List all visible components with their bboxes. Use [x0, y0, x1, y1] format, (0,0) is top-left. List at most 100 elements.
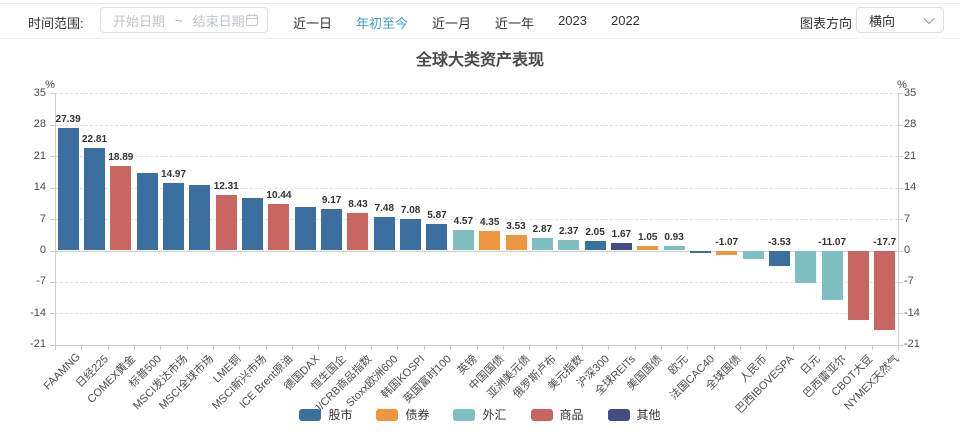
chart-direction-value: 横向: [869, 13, 896, 29]
bar-MSCI全球市场[interactable]: [189, 185, 211, 251]
gridline: [55, 187, 898, 189]
bar-美元指数[interactable]: [558, 239, 580, 251]
bar-巴西IBOVESPA[interactable]: [768, 250, 790, 267]
bar-value-label: 1.67: [611, 229, 632, 240]
bar-日经225[interactable]: [84, 148, 106, 251]
bar-欧元[interactable]: [663, 246, 685, 251]
legend-item-其他[interactable]: 其他: [607, 406, 661, 423]
date-range-separator: ~: [175, 12, 183, 28]
bar-ICE Brent原油[interactable]: [268, 203, 290, 251]
bar-value-label: 0.93: [664, 232, 684, 244]
y-axis-unit-right: %: [897, 79, 907, 91]
bar-value-label: 2.87: [532, 223, 553, 235]
bar-LME铜[interactable]: [215, 195, 237, 251]
y-axis-label-left: 21: [33, 149, 46, 162]
x-axis-tick: [450, 344, 452, 350]
bar-RJ/CRB商品指数[interactable]: [347, 212, 369, 251]
y-axis-label-right: 28: [904, 118, 917, 131]
x-axis-tick: [529, 344, 531, 350]
bar-COMEX黄金[interactable]: [110, 165, 132, 251]
y-axis-tick: [50, 250, 55, 252]
bar-value-label: -11.07: [818, 236, 847, 248]
x-axis-tick: [55, 344, 56, 350]
bar-value-label: -17.7: [873, 236, 897, 248]
y-axis-label-left: -14: [30, 306, 46, 319]
bar-MSCI新兴市场[interactable]: [242, 197, 264, 251]
start-date-input[interactable]: 开始日期: [113, 13, 166, 29]
y-axis-tick: [898, 93, 903, 95]
gridline: [55, 156, 898, 158]
chart-direction-select[interactable]: 横向: [856, 7, 944, 33]
x-axis-tick: [739, 344, 741, 350]
bar-美国国债[interactable]: [637, 245, 659, 251]
bar-亚洲美元债[interactable]: [505, 234, 527, 251]
y-axis-label-left: 0: [39, 244, 46, 256]
y-axis-label-left: 7: [39, 212, 46, 225]
bar-法国CAC40[interactable]: [689, 250, 711, 253]
bar-value-label: 7.48: [374, 202, 395, 214]
legend-label: 其他: [636, 408, 661, 422]
y-axis-tick: [898, 344, 903, 346]
gridline: [55, 124, 898, 126]
legend-swatch: [299, 408, 322, 421]
y-axis-label-right: -14: [904, 306, 920, 319]
bar-英镑[interactable]: [452, 229, 474, 251]
y-axis-tick: [50, 219, 55, 221]
x-axis-tick: [160, 344, 162, 350]
bar-人民币[interactable]: [742, 250, 764, 260]
y-axis-tick: [898, 281, 903, 283]
quick-range-2023[interactable]: 2023: [558, 13, 587, 28]
quick-range-近一年[interactable]: 近一年: [495, 16, 535, 31]
gridline: [55, 313, 898, 315]
bar-FAAMNG[interactable]: [57, 127, 79, 251]
end-date-input[interactable]: 结束日期: [192, 13, 245, 29]
y-axis-tick: [50, 313, 55, 315]
legend-item-股市[interactable]: 股市: [299, 406, 352, 423]
bar-德国DAX[interactable]: [294, 206, 316, 251]
bar-恒生国企[interactable]: [321, 209, 343, 251]
legend-item-债券[interactable]: 债券: [376, 406, 429, 423]
x-axis-tick: [134, 344, 136, 350]
legend-item-商品[interactable]: 商品: [530, 406, 584, 423]
x-axis-tick: [292, 344, 294, 350]
bar-韩国KOSPI[interactable]: [400, 218, 422, 251]
bar-CBOT大豆[interactable]: [847, 250, 869, 321]
bar-value-label: 9.17: [321, 195, 342, 207]
bar-value-label: 2.37: [558, 225, 579, 237]
date-range-picker[interactable]: 开始日期 ~ 结束日期: [100, 7, 268, 33]
y-axis-label-left: 35: [33, 86, 46, 99]
legend-label: 股市: [328, 408, 353, 422]
x-axis-tick: [107, 344, 109, 350]
bar-日元[interactable]: [795, 250, 817, 284]
y-axis-tick: [898, 219, 903, 221]
bar-沪深300[interactable]: [584, 241, 606, 251]
x-axis-tick: [792, 344, 794, 350]
legend-swatch: [453, 408, 476, 421]
y-axis-line-right: [898, 93, 899, 345]
x-axis-tick: [871, 344, 873, 350]
quick-range-年初至今[interactable]: 年初至今: [356, 16, 409, 31]
bar-全球REITs[interactable]: [610, 243, 632, 251]
bar-巴西雷亚尔[interactable]: [821, 250, 843, 301]
x-axis-tick: [318, 344, 320, 350]
quick-range-2022[interactable]: 2022: [610, 13, 640, 28]
bar-俄罗斯卢布[interactable]: [531, 237, 553, 251]
bar-英国富时100[interactable]: [426, 224, 448, 251]
bar-中国国债[interactable]: [479, 230, 501, 251]
y-axis-line-left: [55, 93, 56, 345]
y-axis-tick: [50, 156, 55, 158]
x-axis-tick: [555, 344, 557, 350]
gridline: [55, 250, 898, 252]
bar-Stoxx欧洲600[interactable]: [373, 216, 395, 251]
legend-item-外汇[interactable]: 外汇: [453, 406, 507, 423]
bar-标普500[interactable]: [136, 172, 158, 251]
bar-MSCI发达市场[interactable]: [163, 183, 185, 251]
bar-全球国债[interactable]: [716, 250, 738, 256]
y-axis-tick: [898, 124, 903, 126]
bar-value-label: 27.39: [55, 113, 81, 125]
bar-NYMEX天然气[interactable]: [874, 250, 896, 330]
bar-value-label: 2.05: [585, 227, 605, 239]
quick-range-近一日[interactable]: 近一日: [293, 16, 333, 31]
y-axis-label-left: -7: [36, 275, 46, 288]
quick-range-近一月[interactable]: 近一月: [432, 16, 472, 31]
